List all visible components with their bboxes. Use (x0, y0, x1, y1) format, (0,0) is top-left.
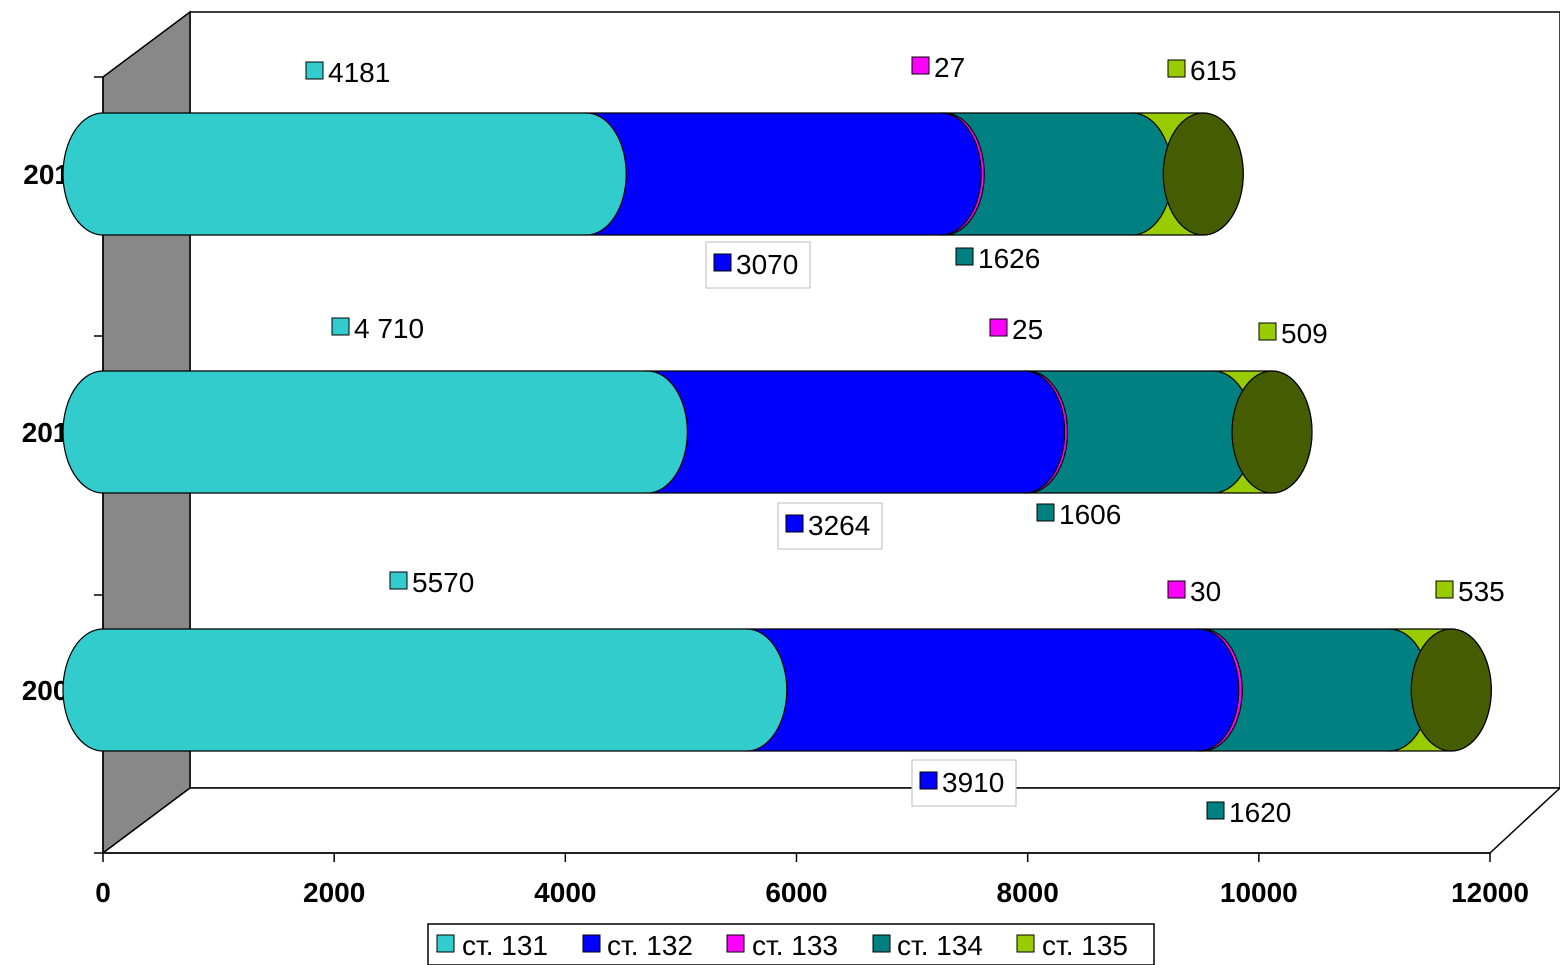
x-tick-label: 0 (95, 877, 111, 908)
data-label-swatch (1167, 59, 1186, 78)
data-label: 3070 (736, 249, 798, 280)
legend: ст. 131 ст. 132 ст. 133 ст. 134 ст. 135 (427, 923, 1155, 965)
data-label: 4181 (328, 57, 390, 88)
data-label: 1626 (978, 243, 1040, 274)
legend-label-132: ст. 132 (607, 930, 693, 961)
bar-segment (62, 370, 688, 494)
legend-label-135: ст. 135 (1042, 930, 1128, 961)
legend-swatch-132 (582, 934, 601, 953)
data-label-swatch (955, 247, 974, 266)
data-label: 25 (1012, 314, 1043, 345)
data-label-swatch (1036, 503, 1055, 522)
data-label-swatch (1258, 322, 1277, 341)
data-label: 27 (934, 52, 965, 83)
data-label-swatch (911, 56, 930, 75)
x-tick-label: 12000 (1451, 877, 1529, 908)
data-label-swatch (389, 571, 408, 590)
data-label: 3264 (808, 510, 870, 541)
x-tick-label: 2000 (303, 877, 365, 908)
legend-swatch-135 (1016, 934, 1035, 953)
bar-segment (62, 112, 627, 236)
x-tick-label: 4000 (534, 877, 596, 908)
x-tick-label: 8000 (997, 877, 1059, 908)
x-tick-label: 6000 (765, 877, 827, 908)
data-label: 30 (1190, 576, 1221, 607)
bar-end-cap (1410, 628, 1492, 752)
legend-label-131: ст. 131 (462, 930, 548, 961)
data-label-swatch (713, 253, 732, 272)
x-axis-ticks: 0 2000 4000 6000 8000 10000 12000 (95, 853, 1529, 908)
data-label: 535 (1458, 576, 1505, 607)
data-label-swatch (1167, 580, 1186, 599)
legend-swatch-134 (872, 934, 891, 953)
data-label: 4 710 (354, 313, 424, 344)
data-label-swatch (989, 318, 1008, 337)
data-label: 5570 (412, 567, 474, 598)
data-label-swatch (1435, 580, 1454, 599)
data-label: 509 (1281, 318, 1328, 349)
bar-end-cap (1162, 112, 1244, 236)
data-label-swatch (785, 514, 804, 533)
data-label: 3910 (942, 767, 1004, 798)
data-label: 1606 (1059, 499, 1121, 530)
data-label-swatch (331, 317, 350, 336)
bar-end-cap (1231, 370, 1313, 494)
data-label-swatch (305, 61, 324, 80)
data-label-swatch (919, 771, 938, 790)
x-tick-label: 10000 (1220, 877, 1298, 908)
bars (62, 112, 1492, 752)
legend-swatch-131 (436, 934, 455, 953)
data-labels: 5570 4 710 4181 3910 3264 3070 30 25 27 1620 1606 1… (305, 52, 1505, 828)
data-label-swatch (1206, 801, 1225, 820)
data-label: 615 (1190, 55, 1237, 86)
bar-segment (62, 628, 788, 752)
legend-label-133: ст. 133 (752, 930, 838, 961)
data-label: 1620 (1229, 797, 1291, 828)
legend-label-134: ст. 134 (897, 930, 983, 961)
legend-swatch-133 (726, 934, 745, 953)
chart-floor (100, 787, 1560, 854)
